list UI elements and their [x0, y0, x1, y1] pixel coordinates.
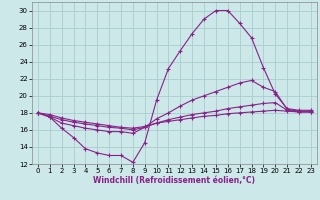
X-axis label: Windchill (Refroidissement éolien,°C): Windchill (Refroidissement éolien,°C) [93, 176, 255, 185]
